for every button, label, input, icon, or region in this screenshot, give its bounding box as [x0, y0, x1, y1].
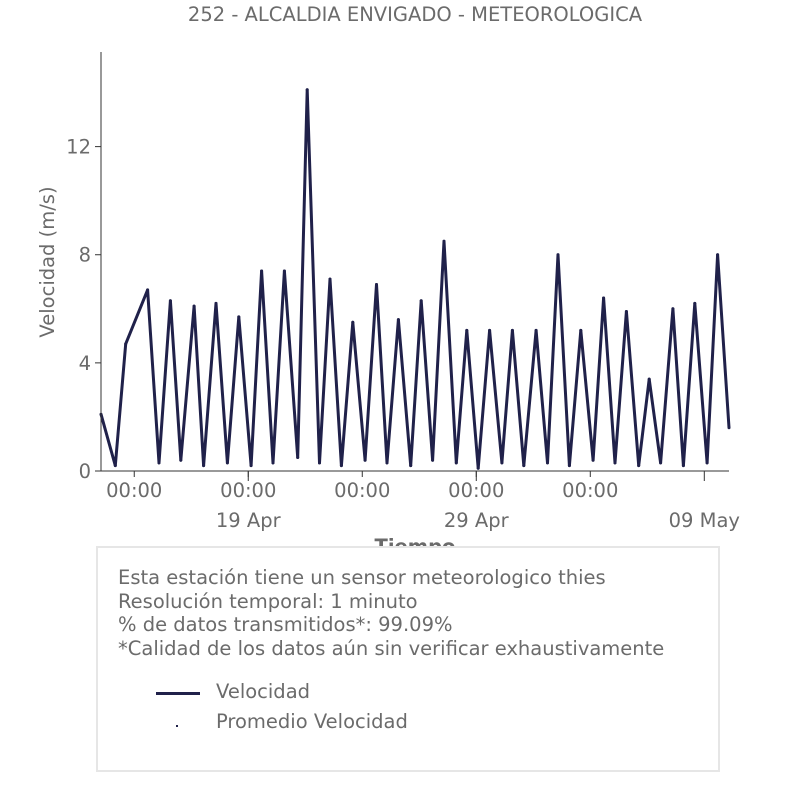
data-point-velocidad — [214, 301, 218, 305]
data-point-velocidad — [613, 461, 617, 465]
data-point-velocidad — [351, 320, 355, 324]
data-point-velocidad — [375, 283, 378, 286]
data-point-velocidad — [602, 296, 606, 300]
chart-title: 252 - ALCALDIA ENVIGADO - METEOROLOGICA — [188, 3, 643, 26]
x-tick-label: 00:00 — [562, 479, 618, 502]
y-axis-label: Velocidad (m/s) — [36, 186, 59, 337]
x-tick-label: 00:00 — [334, 479, 390, 502]
data-point-velocidad — [225, 461, 229, 465]
data-point-velocidad — [556, 253, 560, 257]
x-tick-label: 00:00 — [106, 479, 162, 502]
x-tick-label: 00:00 — [448, 479, 504, 502]
data-point-velocidad — [693, 301, 697, 305]
data-point-velocidad — [419, 299, 423, 303]
info-line-resolution: Resolución temporal: 1 minuto — [118, 589, 418, 613]
data-point-velocidad — [488, 328, 492, 332]
data-point-velocidad — [113, 464, 117, 468]
data-point-velocidad — [510, 328, 514, 332]
info-text: Esta estación tiene un sensor meteorolog… — [118, 566, 664, 660]
data-point-velocidad — [305, 88, 309, 92]
data-point-velocidad — [454, 461, 458, 465]
data-point-velocidad — [168, 299, 172, 303]
data-point-velocidad — [192, 304, 196, 308]
data-point-velocidad — [624, 310, 628, 313]
data-point-velocidad — [522, 464, 526, 468]
info-line-sensor: Esta estación tiene un sensor meteorolog… — [118, 566, 606, 589]
data-point-velocidad — [534, 328, 538, 332]
data-point-velocidad — [157, 461, 161, 465]
data-point-velocidad — [579, 328, 583, 332]
y-tick-label: 12 — [66, 136, 91, 159]
data-point-velocidad — [202, 464, 206, 468]
info-line-transmitted: % de datos transmitidos*: 99.09% — [118, 613, 453, 636]
data-point-velocidad — [385, 461, 389, 465]
series-line-velocidad — [99, 88, 731, 470]
x-date-label: 29 Apr — [444, 509, 510, 532]
plot-area — [99, 88, 731, 470]
info-box: Esta estación tiene un sensor meteorolog… — [96, 546, 720, 772]
data-point-velocidad — [296, 456, 300, 459]
legend-line-swatch — [156, 692, 200, 695]
data-point-velocidad — [271, 461, 275, 465]
data-point-velocidad — [647, 377, 651, 381]
y-tick-label: 8 — [79, 244, 91, 267]
data-point-velocidad — [146, 288, 150, 292]
y-tick-label: 0 — [79, 460, 91, 483]
data-point-velocidad — [591, 458, 595, 462]
data-point-velocidad — [339, 464, 343, 468]
info-line-quality: *Calidad de los datos aún sin verificar … — [118, 636, 665, 660]
data-point-velocidad — [476, 466, 480, 470]
x-date-label: 19 Apr — [216, 509, 282, 532]
data-point-velocidad — [500, 461, 504, 465]
x-date-label: 09 May — [669, 509, 740, 532]
data-point-velocidad — [546, 461, 549, 465]
data-point-velocidad — [318, 461, 321, 465]
data-point-velocidad — [249, 464, 253, 468]
data-point-velocidad — [328, 277, 332, 281]
data-point-velocidad — [659, 461, 663, 465]
data-point-velocidad — [465, 328, 469, 332]
data-point-velocidad — [681, 464, 685, 468]
data-point-velocidad — [409, 464, 413, 468]
x-tick-label: 00:00 — [220, 479, 276, 502]
legend-label: Velocidad — [216, 680, 311, 703]
data-point-velocidad — [363, 458, 367, 462]
data-point-velocidad — [237, 315, 241, 319]
data-point-velocidad — [124, 342, 128, 346]
data-point-velocidad — [637, 464, 641, 468]
data-point-velocidad — [282, 269, 286, 273]
data-point-velocidad — [727, 426, 731, 430]
axes: 0 4 8 12 00:00 00:00 19 Apr 00:00 00:00 29 Apr 00:… — [66, 52, 740, 532]
data-point-velocidad — [260, 269, 264, 273]
data-point-velocidad — [396, 318, 400, 322]
data-point-velocidad — [567, 464, 571, 468]
y-tick-label: 4 — [79, 352, 91, 375]
data-point-velocidad — [179, 458, 183, 462]
data-point-velocidad — [716, 253, 720, 257]
data-point-velocidad — [442, 239, 446, 243]
legend-label: Promedio Velocidad — [216, 710, 408, 733]
legend-dot-swatch — [176, 725, 178, 727]
data-point-velocidad — [671, 307, 675, 311]
data-point-velocidad — [431, 458, 435, 462]
data-point-velocidad — [705, 461, 709, 465]
